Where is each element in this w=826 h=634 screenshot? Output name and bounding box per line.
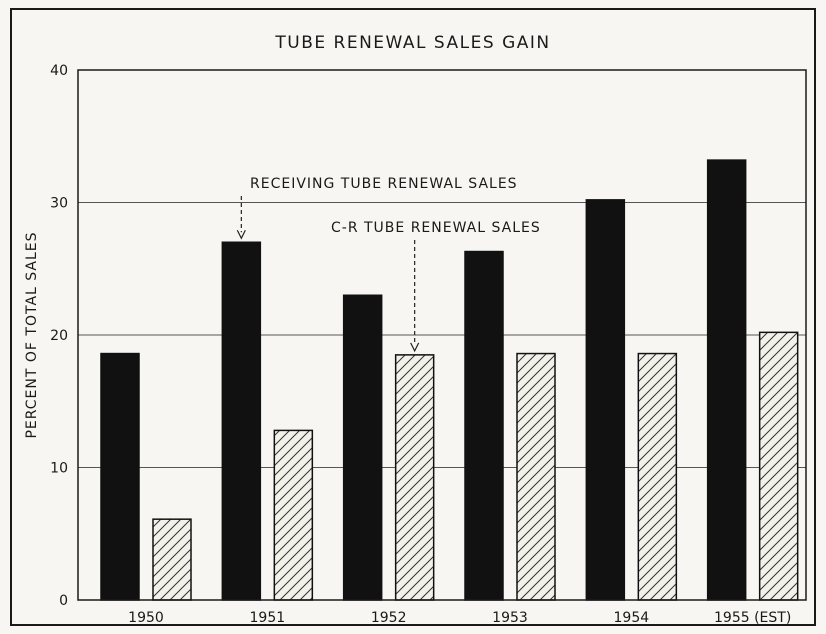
- x-tick-label: 1955 (EST): [714, 610, 791, 626]
- y-tick-label: 30: [50, 196, 68, 212]
- annotations: RECEIVING TUBE RENEWAL SALES C-R TUBE REN…: [236, 176, 541, 353]
- receiving-tube-bar: [464, 250, 504, 601]
- annotation-arrowhead: [410, 342, 420, 353]
- y-tick-labels: 0 10 20 30 40: [50, 63, 68, 609]
- receiving-tube-bar: [100, 352, 140, 601]
- cr-tube-bar: [758, 331, 799, 601]
- cr-tube-bar: [637, 352, 678, 601]
- cr-tube-bar: [394, 354, 435, 601]
- y-tick-label: 0: [59, 593, 68, 609]
- y-tick-label: 40: [50, 63, 68, 79]
- annotation-label: RECEIVING TUBE RENEWAL SALES: [250, 176, 518, 192]
- annotation-arrowhead: [236, 229, 246, 240]
- annotation-label: C-R TUBE RENEWAL SALES: [331, 220, 541, 236]
- receiving-tube-bar: [342, 294, 383, 601]
- x-tick-labels: 1950 1951 1952 1953 1954 1955 (EST): [128, 610, 791, 626]
- receiving-tube-bar: [585, 199, 626, 601]
- chart-title: TUBE RENEWAL SALES GAIN: [274, 33, 550, 53]
- y-tick-label: 10: [50, 461, 68, 477]
- x-tick-label: 1953: [492, 610, 528, 626]
- plot-area-border: [77, 69, 807, 601]
- cr-tube-bar: [273, 429, 314, 601]
- cr-tube-bar: [516, 352, 556, 601]
- x-tick-label: 1951: [250, 610, 286, 626]
- y-axis-label: PERCENT OF TOTAL SALES: [24, 231, 40, 438]
- gridlines: [78, 202, 806, 468]
- x-tick-label: 1950: [128, 610, 164, 626]
- cr-tube-bar: [152, 518, 192, 601]
- receiving-tube-bar: [221, 241, 262, 601]
- y-tick-label: 20: [50, 328, 68, 344]
- x-tick-label: 1952: [371, 610, 407, 626]
- bars: [100, 159, 799, 601]
- x-tick-label: 1954: [614, 610, 650, 626]
- receiving-tube-bar: [706, 159, 747, 601]
